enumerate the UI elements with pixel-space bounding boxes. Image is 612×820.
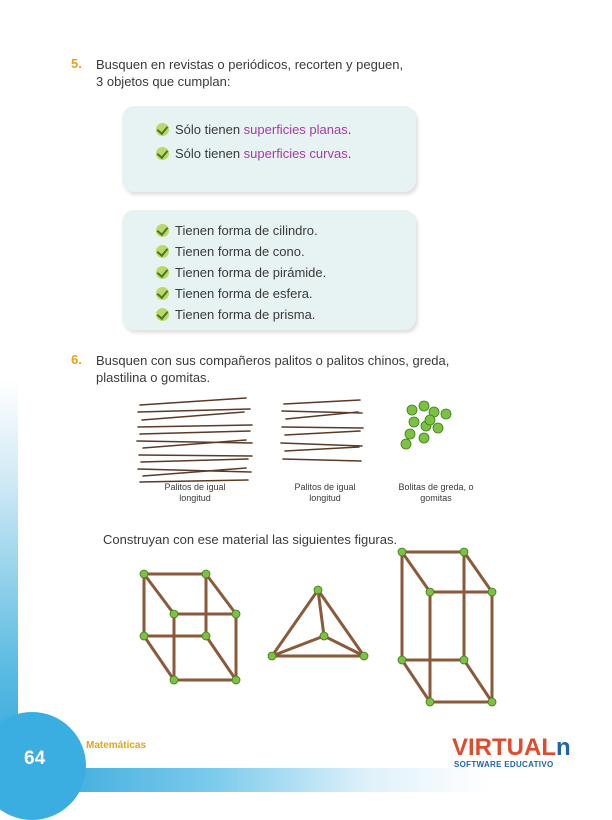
shape-item-prism: Tienen forma de prisma. xyxy=(156,307,315,322)
checkmark-icon xyxy=(156,224,169,237)
clay-balls xyxy=(400,400,452,450)
q6-text-line2: plastilina o gomitas. xyxy=(96,370,211,385)
prism-figure xyxy=(400,550,494,704)
caption-line: gomitas xyxy=(420,493,452,503)
item-prefix: Sólo tienen xyxy=(175,146,244,161)
surface-item-2: Sólo tienen superficies curvas. xyxy=(156,146,351,161)
q5-text-line2: 3 objetos que cumplan: xyxy=(96,74,231,89)
left-decor-band xyxy=(0,380,18,792)
caption-sticks-1: Palitos de igual longitud xyxy=(148,482,242,504)
caption-line: Bolitas de greda, o xyxy=(398,482,474,492)
sticks-bundle-small xyxy=(280,399,364,462)
shapes-box xyxy=(122,210,416,330)
materials-illustration xyxy=(136,397,452,483)
virtualin-logo: VIRTUALn SOFTWARE EDUCATIVO xyxy=(452,734,580,774)
logo-mark: n xyxy=(556,734,571,761)
page-number: 64 xyxy=(24,748,46,769)
sticks-bundle-large xyxy=(136,397,253,483)
checkmark-icon xyxy=(156,123,169,136)
checkmark-icon xyxy=(156,266,169,279)
checkmark-icon xyxy=(156,245,169,258)
item-text: Tienen forma de prisma. xyxy=(175,307,316,322)
subject-label: Matemáticas xyxy=(86,740,147,751)
item-highlight: superficies planas xyxy=(243,122,348,137)
bottom-decor-band xyxy=(0,768,612,792)
item-text: Tienen forma de cilindro. xyxy=(175,223,318,238)
pyramid-figure xyxy=(270,588,366,658)
item-text: Tienen forma de esfera. xyxy=(175,286,313,301)
surface-item-1: Sólo tienen superficies planas. xyxy=(156,122,351,137)
q5-text-line1: Busquen en revistas o periódicos, recort… xyxy=(96,57,404,72)
cube-figure xyxy=(142,572,238,682)
checkmark-icon xyxy=(156,147,169,160)
logo-name: VIRTUAL xyxy=(452,734,556,761)
pyramid-joints xyxy=(267,585,369,661)
surfaces-box xyxy=(122,106,416,192)
logo-text: VIRTUALn xyxy=(452,734,571,762)
q6-text-line1: Busquen con sus compañeros palitos o pal… xyxy=(96,353,450,368)
checkmark-icon xyxy=(156,287,169,300)
q6-number: 6. xyxy=(71,352,82,367)
item-text: Tienen forma de cono. xyxy=(175,244,305,259)
logo-subtitle: SOFTWARE EDUCATIVO xyxy=(454,760,554,769)
shape-item-cylinder: Tienen forma de cilindro. xyxy=(156,223,318,238)
item-text: Tienen forma de pirámide. xyxy=(175,265,327,280)
caption-sticks-2: Palitos de igual longitud xyxy=(278,482,372,504)
figures-illustration xyxy=(139,547,497,707)
shape-item-sphere: Tienen forma de esfera. xyxy=(156,286,313,301)
cube-joints xyxy=(139,569,241,685)
caption-line: Palitos de igual xyxy=(294,482,356,492)
item-highlight: superficies curvas xyxy=(243,146,348,161)
caption-line: longitud xyxy=(179,493,211,503)
item-suffix: . xyxy=(347,146,352,161)
construction-instruction: Construyan con ese material las siguient… xyxy=(103,532,398,547)
caption-balls: Bolitas de greda, o gomitas xyxy=(386,482,486,504)
item-suffix: . xyxy=(347,122,352,137)
shape-item-cone: Tienen forma de cono. xyxy=(156,244,305,259)
caption-line: longitud xyxy=(309,493,341,503)
caption-line: Palitos de igual xyxy=(164,482,226,492)
prism-joints xyxy=(397,547,497,707)
q5-number: 5. xyxy=(71,56,82,71)
item-prefix: Sólo tienen xyxy=(175,122,244,137)
shape-item-pyramid: Tienen forma de pirámide. xyxy=(156,265,326,280)
checkmark-icon xyxy=(156,308,169,321)
